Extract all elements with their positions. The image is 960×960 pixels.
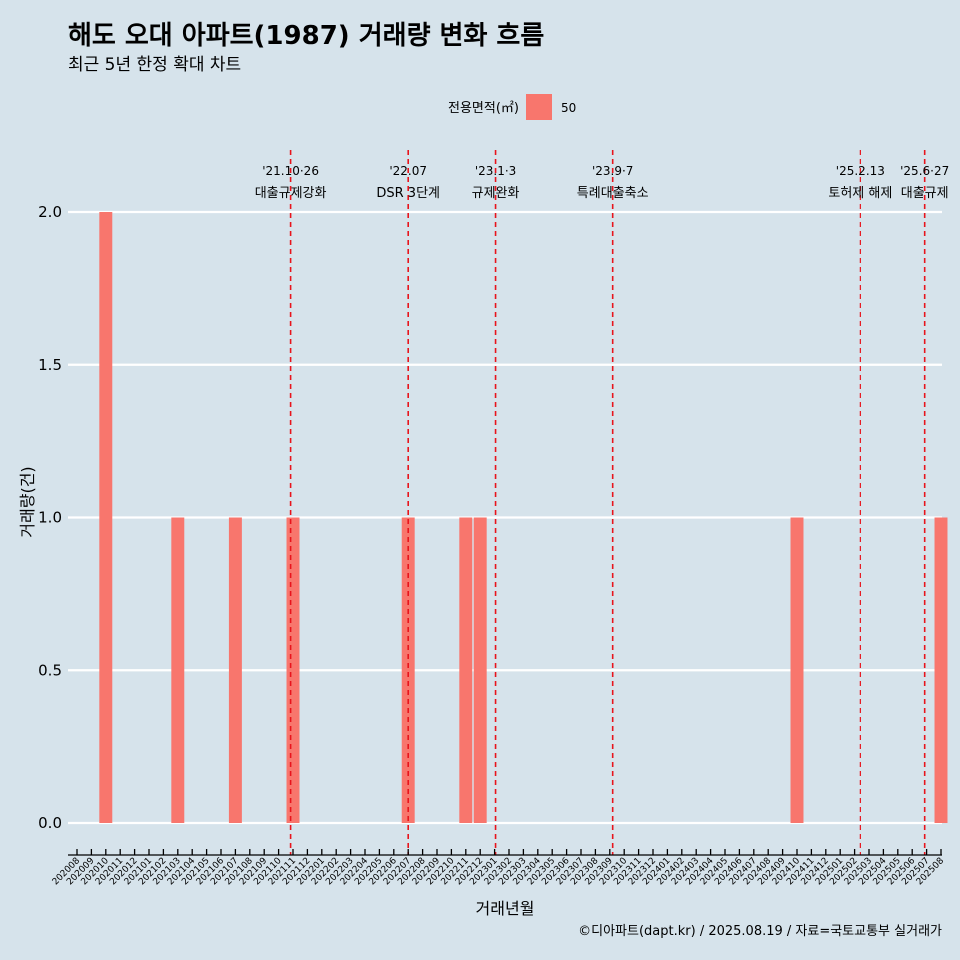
event-date: '21.10·26 xyxy=(262,164,319,178)
chart-subtitle: 최근 5년 한정 확대 차트 xyxy=(68,55,241,75)
bar-202207 xyxy=(401,517,415,823)
bar-202111 xyxy=(286,517,300,823)
event-date: '25.2.13 xyxy=(836,164,885,178)
bars xyxy=(99,212,948,823)
bar-202410 xyxy=(790,517,804,823)
event-label: 특례대출축소 xyxy=(577,186,649,201)
event-label: 규제완화 xyxy=(472,186,520,201)
bar-202212 xyxy=(473,517,487,823)
bar-202107 xyxy=(228,517,242,823)
y-tick-labels: 0.0 0.5 1.0 1.5 2.0 xyxy=(38,203,62,832)
x-axis: 2020082020092020102020112020122021012021… xyxy=(51,849,946,887)
event-label: DSR 3단계 xyxy=(376,186,440,201)
y-tick-label: 0.0 xyxy=(38,814,62,832)
event-label: 토허제 해제 xyxy=(828,186,892,201)
event-label: 대출규제강화 xyxy=(255,186,327,201)
event-date: '23.9·7 xyxy=(592,164,633,178)
legend-label: 50 xyxy=(561,101,576,115)
legend: 전용면적(㎡) 50 xyxy=(448,94,576,120)
y-tick-label: 1.5 xyxy=(38,356,62,374)
event-date: '23.1·3 xyxy=(475,164,516,178)
y-gridlines xyxy=(68,210,942,825)
chart-title: 해도 오대 아파트(1987) 거래량 변화 흐름 xyxy=(68,21,544,51)
y-axis-title: 거래량(건) xyxy=(18,466,37,537)
event-date: '25.6·27 xyxy=(900,164,949,178)
event-label: 대출규제 xyxy=(901,186,949,201)
y-tick-label: 1.0 xyxy=(38,509,62,527)
legend-title: 전용면적(㎡) xyxy=(448,101,519,116)
caption: ©디아파트(dapt.kr) / 2025.08.19 / 자료=국토교통부 실… xyxy=(578,924,942,939)
x-axis-title: 거래년월 xyxy=(476,899,535,918)
bar-202103 xyxy=(171,517,185,823)
bar-202010 xyxy=(99,212,113,823)
event-markers: '21.10·26 대출규제강화 '22.07 DSR 3단계 '23.1·3 규제완화 '… xyxy=(255,150,949,855)
y-tick-label: 0.5 xyxy=(38,661,62,679)
event-date: '22.07 xyxy=(389,164,427,178)
bar-202211 xyxy=(459,517,473,823)
y-tick-label: 2.0 xyxy=(38,203,62,221)
legend-swatch-50 xyxy=(526,94,552,120)
bar-202508 xyxy=(934,517,948,823)
